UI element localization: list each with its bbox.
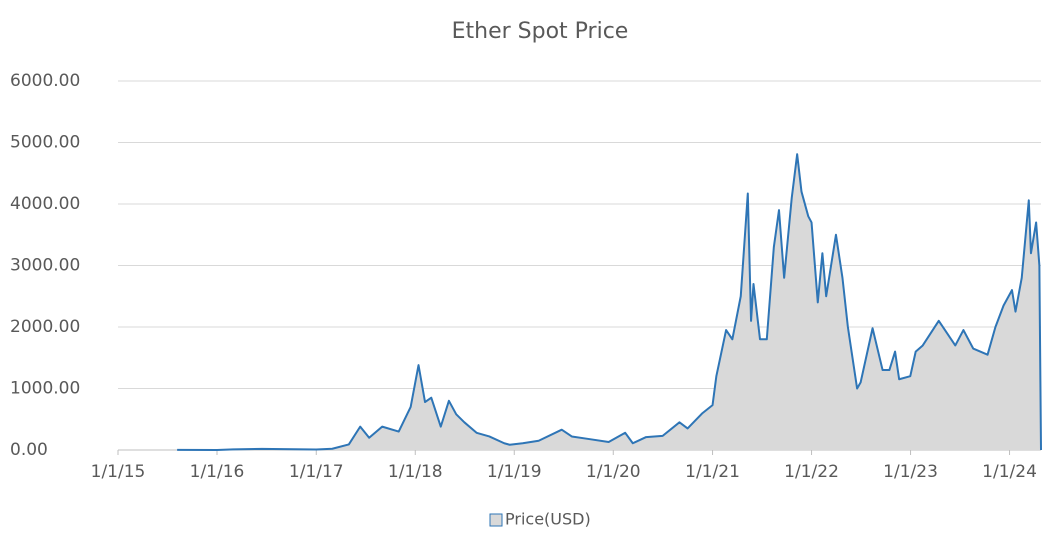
- x-tick-label: 1/1/15: [91, 462, 146, 482]
- x-tick-label: 1/1/19: [487, 462, 542, 482]
- chart-title: Ether Spot Price: [452, 19, 629, 44]
- x-tick-label: 1/1/21: [685, 462, 740, 482]
- y-tick-label: 0.00: [10, 440, 48, 460]
- y-tick-label: 4000.00: [10, 194, 80, 214]
- x-tick-label: 1/1/17: [289, 462, 344, 482]
- y-tick-label: 2000.00: [10, 317, 80, 337]
- y-tick-label: 1000.00: [10, 379, 80, 399]
- x-tick-label: 1/1/24: [982, 462, 1037, 482]
- legend-swatch: [489, 513, 503, 527]
- y-tick-label: 5000.00: [10, 133, 80, 153]
- legend-label: Price(USD): [505, 510, 591, 529]
- x-tick-label: 1/1/22: [784, 462, 839, 482]
- x-tick-label: 1/1/16: [190, 462, 245, 482]
- x-tick-label: 1/1/18: [388, 462, 443, 482]
- x-tick-label: 1/1/20: [586, 462, 641, 482]
- y-tick-label: 3000.00: [10, 256, 80, 276]
- line: [177, 153, 1042, 451]
- y-tick-label: 6000.00: [10, 71, 80, 91]
- x-tick-label: 1/1/23: [883, 462, 938, 482]
- area: [177, 154, 1041, 450]
